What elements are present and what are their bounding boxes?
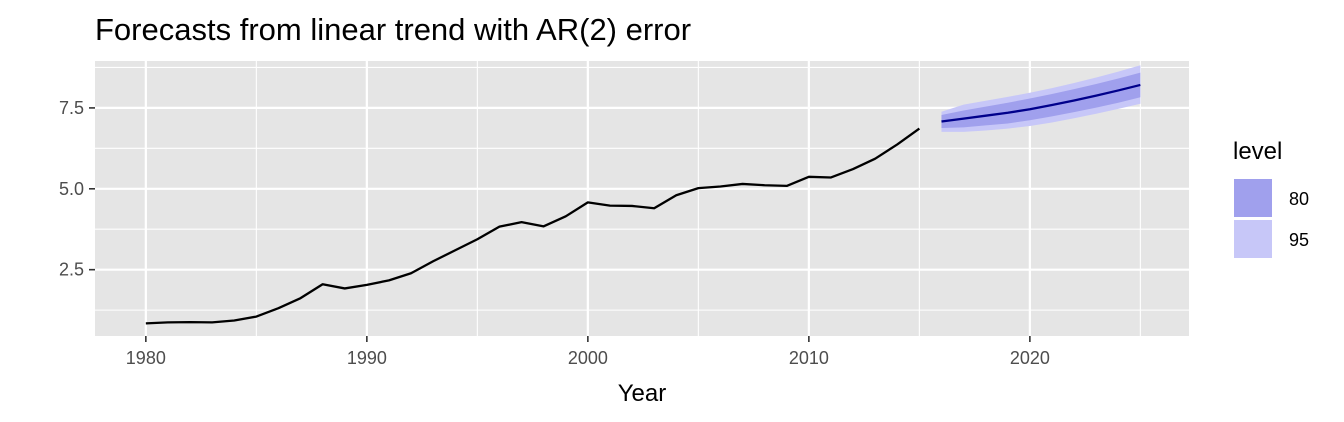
y-tick-label: 5.0 [59,179,84,199]
legend-label: 95 [1289,230,1309,250]
forecast-line [941,83,1141,123]
legend-title: level [1233,138,1282,165]
x-tick-label: 1980 [126,348,166,368]
legend-label: 80 [1289,189,1309,209]
major-gridlines [95,61,1189,336]
legend-entries: 80 95 [1234,179,1309,258]
chart-title: Forecasts from linear trend with AR(2) e… [95,12,691,47]
y-tick-label: 2.5 [59,260,84,280]
y-tick-label: 7.5 [59,98,84,118]
history-line [145,127,921,325]
series-lines [145,83,1141,325]
legend: level 80 95 [1233,138,1309,258]
y-axis: 2.5 5.0 7.5 [59,98,95,280]
legend-key-95 [1234,220,1272,258]
x-tick-label: 2020 [1010,348,1050,368]
x-tick-label: 2010 [789,348,829,368]
x-axis-title: Year [618,380,667,407]
x-axis: 1980 1990 2000 2010 2020 [126,336,1050,368]
legend-key-80 [1234,179,1272,217]
x-tick-label: 1990 [347,348,387,368]
x-tick-label: 2000 [568,348,608,368]
